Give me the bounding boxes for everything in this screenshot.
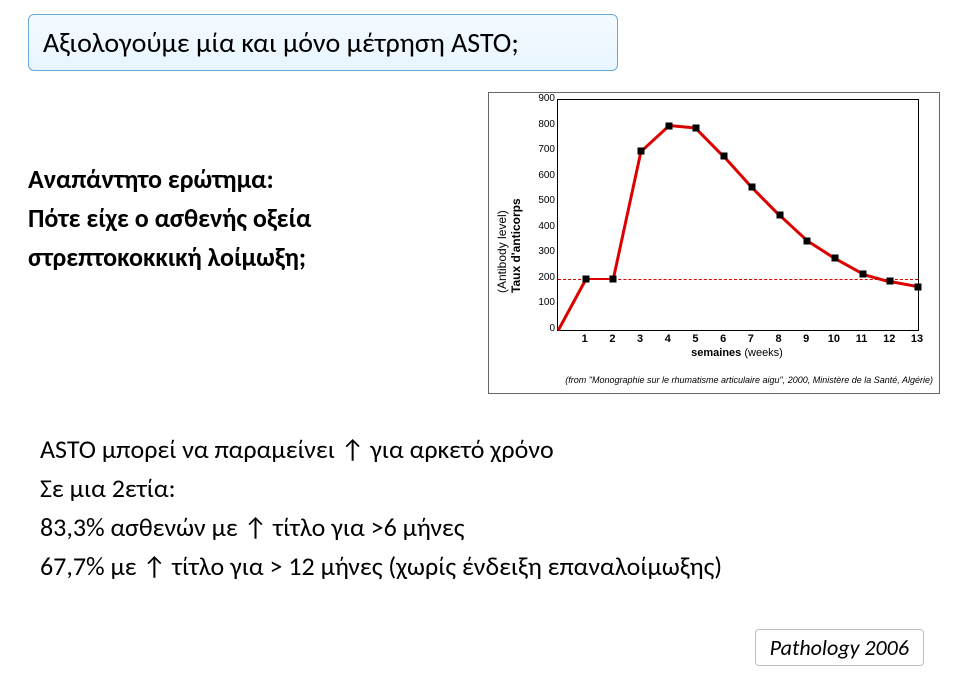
- x-tick-label: 9: [799, 333, 813, 345]
- chart-marker: [804, 237, 811, 244]
- chart-marker: [610, 275, 617, 282]
- x-tick-label: 8: [772, 333, 786, 345]
- body-line4: 67,7% με ↑ τίτλο για > 12 μήνες (χωρίς έ…: [40, 547, 920, 586]
- chart-marker: [582, 275, 589, 282]
- chart-marker: [748, 183, 755, 190]
- body-line1: ASTO μπορεί να παραμείνει ↑ για αρκετό χ…: [40, 430, 920, 469]
- x-tick-label: 6: [716, 333, 730, 345]
- y-tick-label: 800: [533, 119, 555, 130]
- x-tick-label: 1: [578, 333, 592, 345]
- slide: Αξιολογούμε μία και μόνο μέτρηση ASTO; Α…: [0, 0, 960, 690]
- chart-line-segment: [612, 151, 642, 279]
- body-line2: Σε μια 2ετία:: [40, 469, 920, 508]
- chart-line-segment: [557, 278, 587, 330]
- chart-marker: [887, 278, 894, 285]
- x-tick-label: 3: [633, 333, 647, 345]
- antibody-chart: (Antibody level) Taux d'anticorps 0 100 20…: [488, 92, 940, 394]
- y-tick-label: 100: [533, 297, 555, 308]
- chart-marker: [721, 153, 728, 160]
- chart-marker: [665, 122, 672, 129]
- plot-area: [557, 99, 919, 331]
- chart-marker: [693, 125, 700, 132]
- chart-marker: [776, 212, 783, 219]
- citation: Pathology 2006: [755, 629, 924, 666]
- y-tick-label: 700: [533, 144, 555, 155]
- x-tick-label: 10: [827, 333, 841, 345]
- x-tick-label: 4: [661, 333, 675, 345]
- question-block: Αναπάντητο ερώτημα: Πότε είχε ο ασθενής …: [28, 160, 458, 277]
- chart-caption: (from "Monographie sur le rhumatisme art…: [509, 375, 933, 385]
- x-tick-label: 7: [744, 333, 758, 345]
- y-tick-label: 200: [533, 272, 555, 283]
- y-tick-label: 900: [533, 93, 555, 104]
- y-axis-label-outer: (Antibody level): [495, 210, 509, 293]
- question-line1: Αναπάντητο ερώτημα:: [28, 160, 458, 199]
- body-text: ASTO μπορεί να παραμείνει ↑ για αρκετό χ…: [40, 430, 920, 586]
- y-tick-label: 600: [533, 170, 555, 181]
- x-tick-label: 12: [882, 333, 896, 345]
- y-tick-label: 500: [533, 195, 555, 206]
- x-axis-label: semaines (weeks): [557, 347, 917, 359]
- x-tick-label: 5: [688, 333, 702, 345]
- chart-marker: [859, 270, 866, 277]
- slide-title: Αξιολογούμε μία και μόνο μέτρηση ASTO;: [28, 14, 618, 71]
- y-tick-label: 0: [533, 323, 555, 334]
- body-line3: 83,3% ασθενών με ↑ τίτλο για >6 μήνες: [40, 508, 920, 547]
- question-line2: Πότε είχε ο ασθενής οξεία στρεπτοκοκκική…: [28, 199, 458, 277]
- chart-marker: [638, 148, 645, 155]
- y-tick-label: 400: [533, 221, 555, 232]
- x-tick-label: 2: [605, 333, 619, 345]
- x-tick-label: 13: [910, 333, 924, 345]
- y-tick-label: 300: [533, 246, 555, 257]
- chart-marker: [915, 283, 922, 290]
- x-tick-label: 11: [855, 333, 869, 345]
- chart-marker: [831, 255, 838, 262]
- y-axis-label-inner: Taux d'anticorps: [509, 198, 523, 293]
